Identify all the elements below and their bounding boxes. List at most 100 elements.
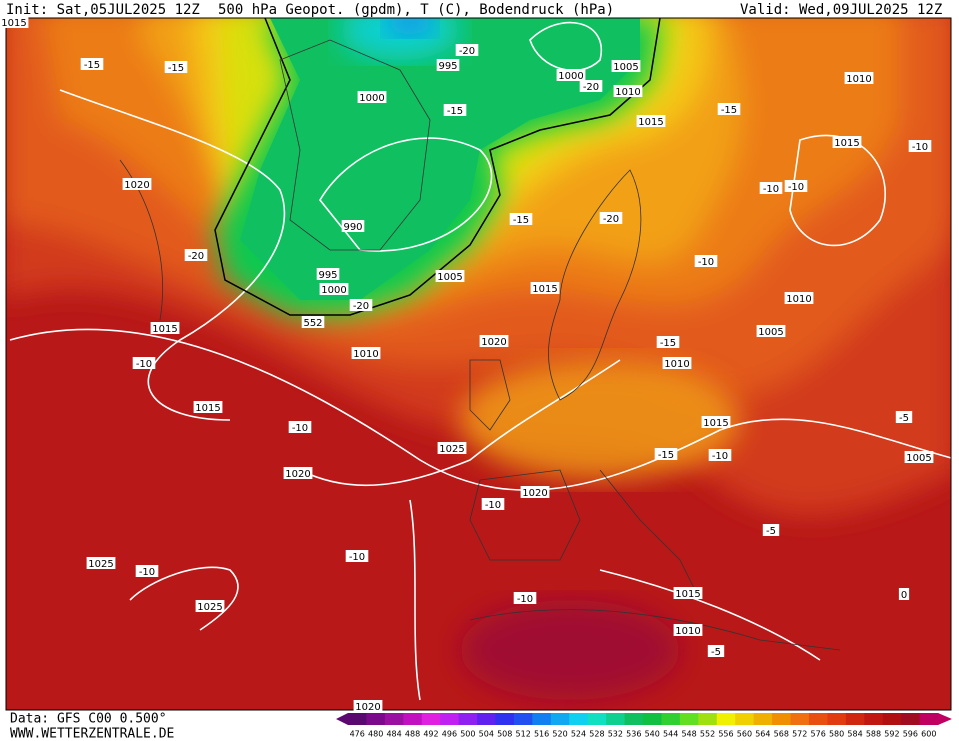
colorbar-cell bbox=[403, 713, 423, 725]
pressure-label: 1025 bbox=[197, 602, 222, 613]
init-time: Init: Sat,05JUL2025 12Z bbox=[6, 2, 200, 18]
label-box bbox=[0, 16, 29, 28]
label-box bbox=[898, 588, 910, 600]
geopotential-label: 552 bbox=[303, 318, 322, 329]
label-box bbox=[436, 59, 460, 71]
temperature-label: -10 bbox=[698, 257, 714, 268]
colorbar-cell bbox=[440, 713, 460, 725]
label-box bbox=[673, 587, 703, 599]
colorbar-label: 572 bbox=[792, 730, 807, 739]
pressure-label: 1005 bbox=[613, 62, 638, 73]
colorbar-cell bbox=[845, 713, 865, 725]
label-box bbox=[844, 72, 874, 84]
temperature-label: -15 bbox=[84, 60, 100, 71]
label-box bbox=[86, 557, 116, 569]
pressure-label: 1015 bbox=[1, 18, 26, 29]
temperature-label: -20 bbox=[603, 214, 619, 225]
pressure-label: 1005 bbox=[906, 453, 931, 464]
pressure-label: 1000 bbox=[321, 285, 346, 296]
colorbar-cell bbox=[495, 713, 515, 725]
temperature-label: -10 bbox=[712, 451, 728, 462]
pressure-label: 1000 bbox=[558, 71, 583, 82]
pressure-label: 1010 bbox=[353, 349, 378, 360]
colorbar-label: 508 bbox=[497, 730, 512, 739]
colorbar-label: 540 bbox=[645, 730, 660, 739]
temperature-label: -20 bbox=[188, 251, 204, 262]
label-box bbox=[530, 282, 560, 294]
label-box bbox=[832, 136, 862, 148]
colorbar-cell bbox=[772, 713, 791, 725]
label-box bbox=[707, 645, 725, 657]
coastlines bbox=[119, 39, 841, 651]
temperature-label: -5 bbox=[899, 413, 909, 424]
label-box bbox=[443, 104, 467, 116]
colorbar-label: 512 bbox=[516, 730, 531, 739]
pressure-label: 1025 bbox=[88, 559, 113, 570]
temperature-label: -15 bbox=[447, 106, 463, 117]
colorbar-cell bbox=[661, 713, 681, 725]
colorbar-cell bbox=[864, 713, 884, 725]
temperature-label: -10 bbox=[788, 182, 804, 193]
colorbar-label: 580 bbox=[829, 730, 844, 739]
colorbar-cell bbox=[532, 713, 552, 725]
colorbar-label: 556 bbox=[718, 730, 733, 739]
colorbar-label: 584 bbox=[847, 730, 862, 739]
label-box bbox=[481, 498, 505, 510]
temperature-label: -20 bbox=[583, 82, 599, 93]
colorbar-label: 504 bbox=[479, 730, 494, 739]
temperature-label: -5 bbox=[766, 526, 776, 537]
colorbar-label: 544 bbox=[663, 730, 678, 739]
colorbar-cell bbox=[679, 713, 699, 725]
label-box bbox=[654, 448, 678, 460]
colorbar-label: 520 bbox=[552, 730, 567, 739]
label-box bbox=[708, 449, 732, 461]
label-box bbox=[556, 69, 586, 81]
temperature-label: -20 bbox=[353, 301, 369, 312]
temperature-label: -10 bbox=[763, 184, 779, 195]
pressure-label: 1010 bbox=[786, 294, 811, 305]
temperature-label: -10 bbox=[139, 567, 155, 578]
temperature-label: -10 bbox=[136, 359, 152, 370]
label-box bbox=[357, 91, 387, 103]
colorbar-label: 500 bbox=[460, 730, 475, 739]
label-box bbox=[673, 624, 703, 636]
map-frame bbox=[5, 17, 952, 711]
colorbar-label: 496 bbox=[442, 730, 457, 739]
label-box bbox=[759, 182, 783, 194]
label-box bbox=[509, 213, 533, 225]
map-title: 500 hPa Geopot. (gpdm), T (C), Bodendruc… bbox=[218, 2, 614, 18]
label-box bbox=[288, 421, 312, 433]
pressure-label: 1015 bbox=[195, 403, 220, 414]
temperature-label: -15 bbox=[658, 450, 674, 461]
colorbar-label: 548 bbox=[681, 730, 696, 739]
label-box bbox=[656, 336, 680, 348]
temperature-label: 0 bbox=[901, 590, 907, 601]
label-box bbox=[319, 283, 349, 295]
pressure-label: 1010 bbox=[615, 87, 640, 98]
temperature-label: -10 bbox=[485, 500, 501, 511]
pressure-label: 1015 bbox=[638, 117, 663, 128]
colorbar-arrow-left bbox=[336, 713, 348, 725]
label-box bbox=[756, 325, 786, 337]
colorbar-label: 488 bbox=[405, 730, 420, 739]
label-box bbox=[479, 335, 509, 347]
label-box bbox=[122, 178, 152, 190]
label-box bbox=[316, 268, 340, 280]
label-box bbox=[599, 212, 623, 224]
label-box bbox=[351, 347, 381, 359]
colorbar-label: 588 bbox=[866, 730, 881, 739]
data-source: Data: GFS C00 0.500° bbox=[10, 712, 167, 727]
pressure-label: 1015 bbox=[675, 589, 700, 600]
colorbar-label: 560 bbox=[737, 730, 752, 739]
temperature-label: -15 bbox=[660, 338, 676, 349]
label-box bbox=[341, 220, 365, 232]
colorbar-cell bbox=[790, 713, 810, 725]
colorbar-label: 480 bbox=[368, 730, 383, 739]
colorbar-label: 564 bbox=[755, 730, 770, 739]
label-box bbox=[784, 292, 814, 304]
temperature-label: -20 bbox=[459, 46, 475, 57]
colorbar-label: 552 bbox=[700, 730, 715, 739]
pressure-label: 995 bbox=[438, 61, 457, 72]
